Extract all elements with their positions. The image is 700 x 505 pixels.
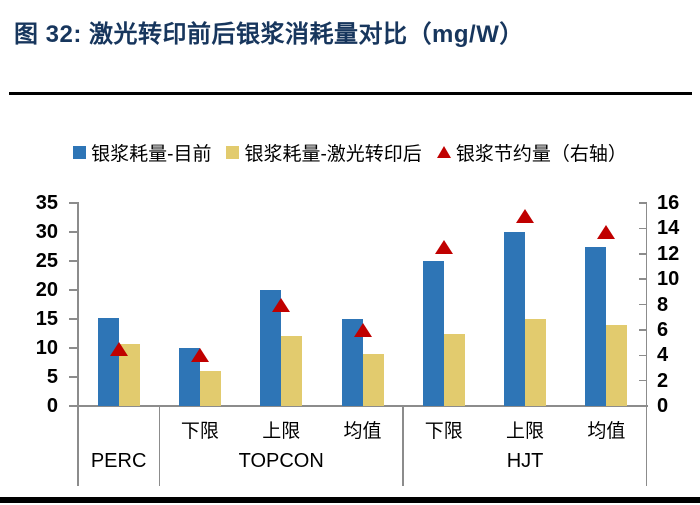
- saving-triangle: [516, 208, 535, 223]
- y-axis-label-left: 25: [35, 250, 58, 272]
- y-axis-label-left: 20: [35, 279, 58, 301]
- y-axis-tick-left: [69, 289, 77, 291]
- bar-current: [260, 290, 282, 406]
- y-axis-label-left: 10: [35, 337, 58, 359]
- legend-square-blue-icon: [73, 145, 87, 159]
- legend-triangle-red-icon: [436, 146, 451, 158]
- y-axis-tick-right: [639, 329, 647, 331]
- y-axis-label-left: 30: [35, 221, 58, 243]
- y-axis-label-right: 2: [657, 369, 669, 392]
- y-axis-label-left: 35: [35, 192, 58, 214]
- bar-current: [178, 348, 200, 406]
- legend-label-saving: 银浆节约量（右轴）: [455, 143, 627, 165]
- x-axis-baseline: [69, 405, 648, 407]
- y-axis-tick-left: [69, 376, 77, 378]
- subcategory-label: 下限: [180, 421, 219, 442]
- y-axis-tick-left: [69, 318, 77, 320]
- y-axis-line-right: [645, 202, 647, 486]
- saving-triangle: [353, 322, 372, 337]
- y-axis-label-right: 16: [657, 192, 680, 214]
- bottom-rule: [0, 497, 700, 503]
- subcategory-label: 均值: [343, 421, 382, 442]
- y-axis-tick-right: [639, 303, 647, 306]
- legend-label-current: 银浆耗量-目前: [91, 143, 212, 165]
- y-axis-label-right: 14: [657, 217, 680, 240]
- saving-triangle: [109, 341, 128, 356]
- saving-triangle: [434, 240, 453, 255]
- y-axis-tick-left: [69, 260, 77, 262]
- legend-item-after: 银浆耗量-激光转印后: [226, 139, 422, 166]
- y-axis-label-right: 12: [657, 242, 680, 265]
- bar-current: [422, 261, 444, 406]
- y-axis-tick-left: [69, 231, 77, 233]
- y-axis-tick-right: [639, 379, 647, 382]
- saving-triangle: [272, 297, 291, 312]
- bar-current: [97, 317, 119, 406]
- title-divider: [9, 92, 692, 95]
- group-label: PERC: [90, 450, 147, 472]
- y-axis-tick-left: [69, 347, 77, 349]
- group-separator: [158, 406, 161, 486]
- saving-triangle: [190, 348, 209, 363]
- subcategory-label: 上限: [262, 421, 301, 442]
- y-axis-tick-right: [639, 227, 647, 230]
- y-axis-tick-right: [639, 278, 647, 280]
- bar-current: [585, 246, 607, 406]
- legend-label-after: 银浆耗量-激光转印后: [244, 143, 422, 165]
- y-axis-label-right: 4: [657, 344, 669, 367]
- y-axis-tick-right: [639, 202, 647, 204]
- y-axis-label-right: 0: [657, 395, 669, 417]
- y-axis-tick-left: [69, 202, 77, 204]
- y-axis-label-left: 0: [46, 395, 58, 417]
- y-axis-label-left: 15: [35, 308, 58, 330]
- y-axis-label-right: 10: [657, 268, 680, 291]
- subcategory-label: 上限: [506, 421, 545, 442]
- y-axis-tick-right: [639, 253, 647, 255]
- figure-title: 图 32: 激光转印前后银浆消耗量对比（mg/W）: [14, 21, 524, 48]
- y-axis-tick-right: [639, 354, 647, 356]
- y-axis-label-right: 8: [657, 293, 669, 316]
- saving-triangle: [597, 224, 616, 239]
- group-separator: [402, 406, 404, 486]
- bar-after: [281, 336, 303, 406]
- legend-square-yellow-icon: [226, 145, 240, 159]
- subcategory-label: 均值: [587, 421, 626, 442]
- y-axis-label-left: 5: [46, 366, 58, 388]
- group-label: HJT: [506, 450, 544, 472]
- y-axis-tick-right: [639, 405, 647, 407]
- bar-after: [199, 371, 221, 406]
- bar-after: [443, 333, 465, 406]
- bar-current: [341, 319, 363, 406]
- subcategory-label: 下限: [424, 421, 463, 442]
- bar-after: [606, 324, 628, 406]
- y-axis-line-left: [77, 202, 79, 486]
- bar-current: [504, 232, 526, 406]
- bar-after: [525, 319, 547, 406]
- y-axis-label-right: 6: [657, 318, 669, 341]
- legend-item-saving: 银浆节约量（右轴）: [436, 139, 627, 166]
- bar-after: [362, 353, 384, 406]
- chart-legend: 银浆耗量-目前 银浆耗量-激光转印后 银浆节约量（右轴）: [0, 139, 700, 165]
- y-axis-tick-left: [69, 405, 77, 407]
- bar-after: [118, 343, 140, 406]
- legend-item-current: 银浆耗量-目前: [73, 139, 211, 166]
- group-label: TOPCON: [238, 450, 324, 472]
